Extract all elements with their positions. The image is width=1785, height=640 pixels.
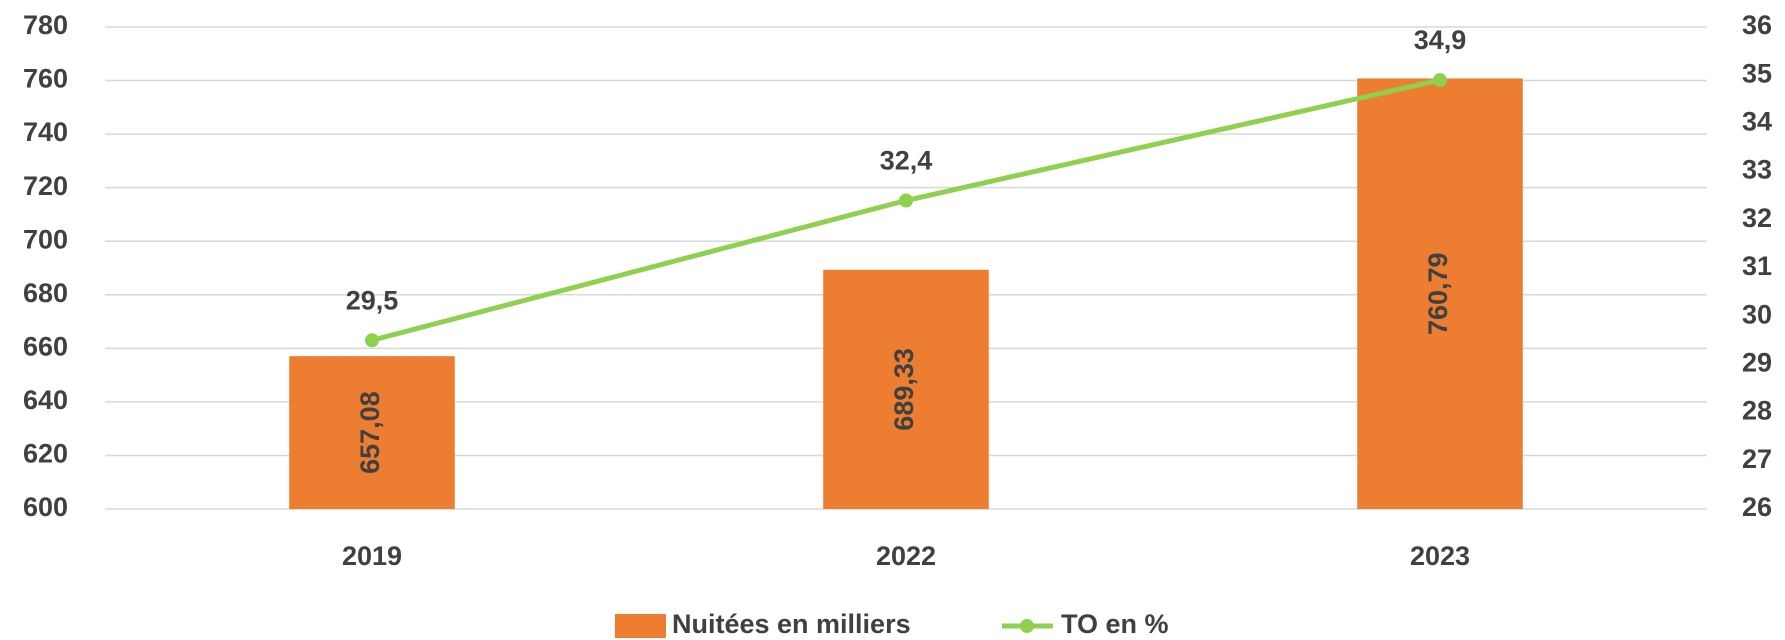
bar-value-label: 689,33 xyxy=(889,348,919,431)
y2-tick-label: 28 xyxy=(1742,396,1772,426)
y2-tick-label: 26 xyxy=(1742,492,1772,522)
y-tick-label: 680 xyxy=(23,278,68,308)
line-value-label: 32,4 xyxy=(880,146,933,176)
legend-label: TO en % xyxy=(1061,609,1169,639)
line-value-label: 34,9 xyxy=(1414,25,1467,55)
y2-tick-label: 34 xyxy=(1742,107,1772,137)
line-marker xyxy=(899,193,913,208)
y2-tick-label: 33 xyxy=(1742,155,1772,185)
legend-swatch-marker xyxy=(1020,619,1034,633)
bar-value-label: 657,08 xyxy=(355,391,385,474)
x-tick-label: 2023 xyxy=(1410,541,1470,571)
legend-label: Nuitées en milliers xyxy=(672,609,911,639)
bar xyxy=(823,269,989,509)
y-tick-label: 720 xyxy=(23,171,68,201)
y-tick-label: 660 xyxy=(23,331,68,361)
y-tick-label: 780 xyxy=(23,10,68,40)
y-tick-label: 620 xyxy=(23,439,68,469)
y2-tick-label: 30 xyxy=(1742,299,1772,329)
y2-tick-label: 36 xyxy=(1742,10,1772,40)
y-tick-label: 760 xyxy=(23,64,68,94)
bar xyxy=(1357,78,1523,509)
bar xyxy=(289,356,455,509)
y2-tick-label: 35 xyxy=(1742,58,1772,88)
x-tick-label: 2019 xyxy=(342,541,402,571)
y2-tick-label: 32 xyxy=(1742,203,1772,233)
bar-value-label: 760,79 xyxy=(1423,252,1453,335)
y2-tick-label: 29 xyxy=(1742,348,1772,378)
y2-tick-label: 27 xyxy=(1742,444,1772,474)
y-tick-label: 740 xyxy=(23,117,68,147)
line-value-label: 29,5 xyxy=(346,285,399,315)
line-marker xyxy=(1433,73,1447,88)
y-tick-label: 600 xyxy=(23,492,68,522)
y-tick-label: 700 xyxy=(23,224,68,254)
legend-swatch xyxy=(615,614,666,638)
y-tick-label: 640 xyxy=(23,385,68,415)
y2-tick-label: 31 xyxy=(1742,251,1772,281)
x-tick-label: 2022 xyxy=(876,541,936,571)
line-marker xyxy=(365,333,379,348)
